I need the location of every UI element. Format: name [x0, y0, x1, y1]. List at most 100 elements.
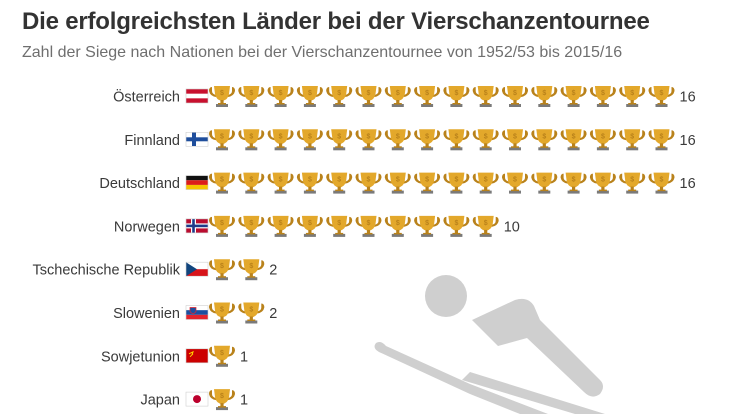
trophy-icon: $: [472, 129, 499, 151]
svg-text:$: $: [396, 90, 400, 97]
svg-text:$: $: [249, 177, 253, 184]
trophy-icon: $: [619, 129, 646, 151]
trophy-icon: $: [384, 86, 411, 107]
svg-text:$: $: [601, 133, 605, 140]
soviet-flag: [185, 348, 209, 364]
trophy-icon: $: [267, 172, 294, 194]
svg-text:$: $: [542, 133, 546, 140]
svg-text:$: $: [337, 90, 341, 97]
svg-text:$: $: [308, 177, 312, 184]
trophy-icon: $: [502, 86, 528, 107]
svg-text:$: $: [484, 177, 488, 184]
trophy-icon: $: [209, 302, 235, 324]
svg-text:$: $: [220, 350, 224, 357]
svg-text:$: $: [425, 220, 429, 227]
trophy-icon: $: [355, 86, 382, 107]
slovenia-flag: [185, 305, 209, 320]
svg-text:$: $: [513, 177, 517, 184]
svg-text:$: $: [572, 90, 576, 97]
svg-text:$: $: [367, 220, 371, 227]
trophy-icon: $: [296, 172, 323, 194]
svg-text:$: $: [220, 307, 224, 314]
trophy-icon: $: [384, 215, 411, 237]
page-subtitle: Zahl der Siege nach Nationen bei der Vie…: [22, 44, 623, 61]
trophy-icon: $: [326, 172, 353, 194]
svg-text:$: $: [396, 177, 400, 184]
trophy-icon: $: [238, 86, 265, 107]
svg-text:$: $: [484, 90, 488, 97]
trophy-icon: $: [355, 172, 382, 194]
trophy-icon: $: [355, 129, 382, 151]
value-label: 16: [680, 90, 696, 106]
value-label: 16: [680, 176, 696, 192]
country-label: Japan: [140, 393, 180, 409]
svg-text:$: $: [660, 133, 664, 140]
svg-text:$: $: [660, 90, 664, 97]
japan-flag: [185, 391, 209, 407]
trophy-icon: $: [648, 129, 675, 151]
trophy-icon: $: [502, 129, 528, 151]
trophy-icon: $: [443, 129, 470, 151]
svg-text:$: $: [279, 220, 283, 227]
svg-text:$: $: [337, 177, 341, 184]
value-label: 1: [240, 393, 248, 409]
svg-text:$: $: [249, 90, 253, 97]
country-label: Slowenien: [113, 306, 180, 322]
trophy-icon: $: [238, 259, 265, 281]
trophy-icon: $: [414, 86, 441, 107]
trophy-icon: $: [209, 86, 235, 107]
trophy-icon: $: [531, 86, 558, 107]
country-label: Finnland: [124, 133, 180, 149]
svg-text:$: $: [601, 90, 605, 97]
svg-text:$: $: [337, 133, 341, 140]
svg-text:$: $: [249, 220, 253, 227]
country-label: Norwegen: [114, 219, 180, 235]
trophy-icon: $: [589, 172, 616, 194]
svg-text:$: $: [630, 133, 634, 140]
trophy-icon: $: [472, 215, 499, 237]
country-label: Tschechische Republik: [33, 263, 181, 279]
svg-text:$: $: [337, 220, 341, 227]
svg-text:$: $: [542, 177, 546, 184]
svg-text:$: $: [630, 90, 634, 97]
value-label: 10: [504, 219, 520, 235]
svg-text:$: $: [513, 90, 517, 97]
trophy-icon: $: [472, 172, 499, 194]
svg-text:$: $: [249, 307, 253, 314]
svg-text:$: $: [220, 393, 224, 400]
svg-text:$: $: [220, 90, 224, 97]
value-label: 16: [680, 133, 696, 149]
trophy-icon: $: [502, 172, 528, 194]
country-label: Österreich: [113, 88, 180, 106]
trophy-icon: $: [648, 172, 675, 194]
trophy-icon: $: [326, 215, 353, 237]
svg-text:$: $: [425, 133, 429, 140]
trophy-icon: $: [238, 172, 265, 194]
trophy-icon: $: [209, 345, 235, 367]
trophy-icon: $: [267, 129, 294, 151]
trophy-icon: $: [267, 86, 294, 107]
trophy-icon: $: [209, 172, 235, 194]
trophy-icon: $: [414, 129, 441, 151]
value-label: 2: [269, 263, 277, 279]
country-label: Sowjetunion: [101, 349, 180, 365]
trophy-icon: $: [560, 129, 587, 151]
svg-text:$: $: [601, 177, 605, 184]
trophy-icon: $: [296, 129, 323, 151]
svg-text:$: $: [279, 177, 283, 184]
svg-text:$: $: [454, 220, 458, 227]
value-label: 1: [240, 349, 248, 365]
trophy-icon: $: [531, 129, 558, 151]
page-title: Die erfolgreichsten Länder bei der Viers…: [22, 8, 650, 35]
svg-text:$: $: [279, 133, 283, 140]
svg-text:$: $: [513, 133, 517, 140]
svg-text:$: $: [542, 90, 546, 97]
svg-text:$: $: [425, 177, 429, 184]
trophy-icon: $: [560, 172, 587, 194]
czech-flag: [185, 261, 209, 277]
trophy-icon: $: [443, 215, 470, 237]
svg-text:$: $: [454, 90, 458, 97]
svg-text:$: $: [308, 220, 312, 227]
svg-text:$: $: [484, 133, 488, 140]
